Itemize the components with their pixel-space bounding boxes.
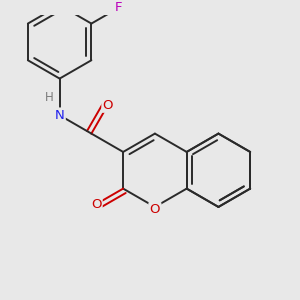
Text: H: H (45, 91, 54, 104)
Text: O: O (91, 198, 101, 211)
Text: O: O (103, 98, 113, 112)
Text: O: O (150, 203, 160, 216)
Text: N: N (55, 109, 64, 122)
Text: F: F (115, 2, 122, 14)
